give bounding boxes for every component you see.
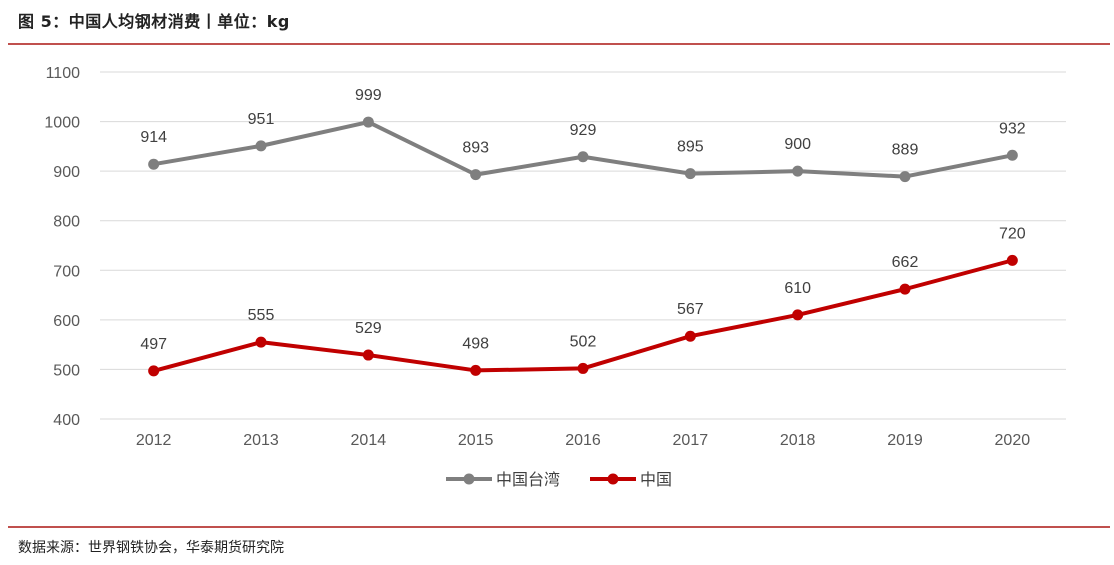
series-line	[153, 258, 1013, 373]
data-label: 498	[462, 335, 489, 352]
data-label: 529	[355, 320, 382, 337]
data-label: 932	[999, 120, 1026, 137]
data-point	[577, 362, 589, 374]
legend-label: 中国台湾	[496, 470, 560, 489]
x-tick-label: 2013	[243, 432, 279, 449]
data-point	[1006, 254, 1018, 266]
legend-swatch-marker	[607, 473, 619, 485]
legend-label: 中国	[640, 470, 672, 489]
data-label: 951	[248, 111, 275, 128]
data-point	[684, 330, 696, 342]
source-note: 数据来源：世界钢铁协会，华泰期货研究院	[18, 540, 284, 556]
data-label: 914	[140, 129, 167, 146]
bottom-rule	[8, 526, 1110, 528]
data-point	[684, 168, 696, 180]
data-label: 889	[892, 142, 919, 159]
data-label: 662	[892, 254, 919, 271]
data-point	[362, 116, 374, 128]
x-tick-label: 2015	[458, 432, 494, 449]
data-label: 497	[140, 336, 167, 353]
y-tick-label: 1000	[44, 115, 80, 132]
x-tick-label: 2016	[565, 432, 601, 449]
y-tick-label: 700	[53, 263, 80, 280]
data-point	[792, 165, 804, 177]
data-label: 567	[677, 301, 704, 318]
data-point	[899, 283, 911, 295]
y-tick-label: 500	[53, 362, 80, 379]
x-tick-label: 2017	[673, 432, 709, 449]
data-label: 893	[462, 140, 489, 157]
y-tick-label: 800	[53, 214, 80, 231]
y-tick-label: 600	[53, 313, 80, 330]
y-tick-label: 1100	[46, 65, 81, 82]
data-label: 555	[248, 307, 275, 324]
data-point	[362, 349, 374, 361]
legend-swatch-marker	[463, 473, 475, 485]
data-point	[255, 140, 267, 152]
data-label: 720	[999, 225, 1026, 242]
data-point	[1006, 149, 1018, 161]
x-tick-label: 2014	[351, 432, 387, 449]
top-rule	[8, 43, 1110, 45]
data-point	[899, 171, 911, 183]
data-point	[577, 151, 589, 163]
x-tick-label: 2012	[136, 432, 172, 449]
data-point	[148, 365, 160, 377]
data-label: 610	[784, 280, 811, 297]
x-tick-label: 2018	[780, 432, 816, 449]
data-label: 900	[784, 136, 811, 153]
data-point	[470, 364, 482, 376]
data-label: 929	[570, 122, 597, 139]
line-chart: 400 500 600 700 800 900 1000 1100 2012 2013 2014 20…	[44, 65, 1066, 489]
x-tick-label: 2020	[995, 432, 1031, 449]
x-tick-label: 2019	[887, 432, 923, 449]
y-tick-label: 900	[53, 164, 80, 181]
figure-title: 图 5：中国人均钢材消费丨单位：kg	[18, 12, 290, 31]
data-point	[148, 158, 160, 170]
data-label: 895	[677, 139, 704, 156]
data-point	[470, 169, 482, 181]
data-point	[255, 336, 267, 348]
data-point	[792, 309, 804, 321]
y-tick-label: 400	[53, 412, 80, 429]
data-label: 999	[355, 87, 382, 104]
data-label: 502	[570, 333, 597, 350]
